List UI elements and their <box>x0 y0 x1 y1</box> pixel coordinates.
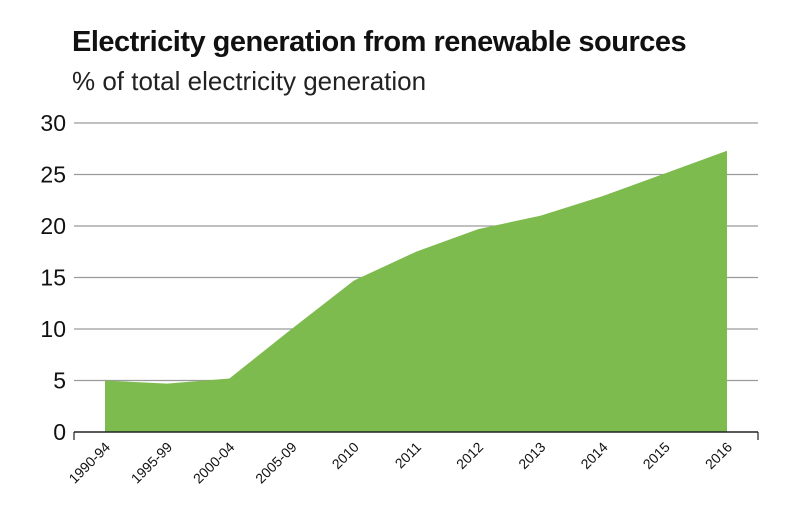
chart-title: Electricity generation from renewable so… <box>72 26 687 58</box>
chart-subtitle: % of total electricity generation <box>72 66 427 96</box>
x-tick-label: 2011 <box>392 439 425 472</box>
y-tick-label: 15 <box>40 265 66 291</box>
area-fill <box>105 150 727 432</box>
x-tick-label: 2014 <box>577 439 610 472</box>
x-axis <box>73 431 759 440</box>
x-tick-label: 2000-04 <box>190 439 238 487</box>
y-tick-label: 5 <box>53 368 66 394</box>
area-series <box>104 150 728 432</box>
x-tick-label: 2015 <box>640 439 673 472</box>
x-tick-label: 1995-99 <box>128 439 176 487</box>
y-tick-label: 30 <box>40 110 66 136</box>
x-axis-ticks: 1990-94 1995-99 2000-04 2005-09 2010 2011 2012… <box>65 439 735 487</box>
y-tick-label: 25 <box>40 162 66 188</box>
y-tick-label: 20 <box>40 213 66 239</box>
y-tick-label: 0 <box>53 419 66 445</box>
y-tick-label: 10 <box>40 316 66 342</box>
y-axis-ticks: 0 5 10 15 20 25 30 <box>40 110 66 445</box>
x-tick-label: 2005-09 <box>252 439 300 487</box>
x-tick-label: 2012 <box>453 439 486 472</box>
x-tick-label: 2010 <box>329 439 362 472</box>
x-tick-label: 2013 <box>515 439 548 472</box>
x-tick-label: 1990-94 <box>65 439 113 487</box>
x-tick-label: 2016 <box>702 439 735 472</box>
